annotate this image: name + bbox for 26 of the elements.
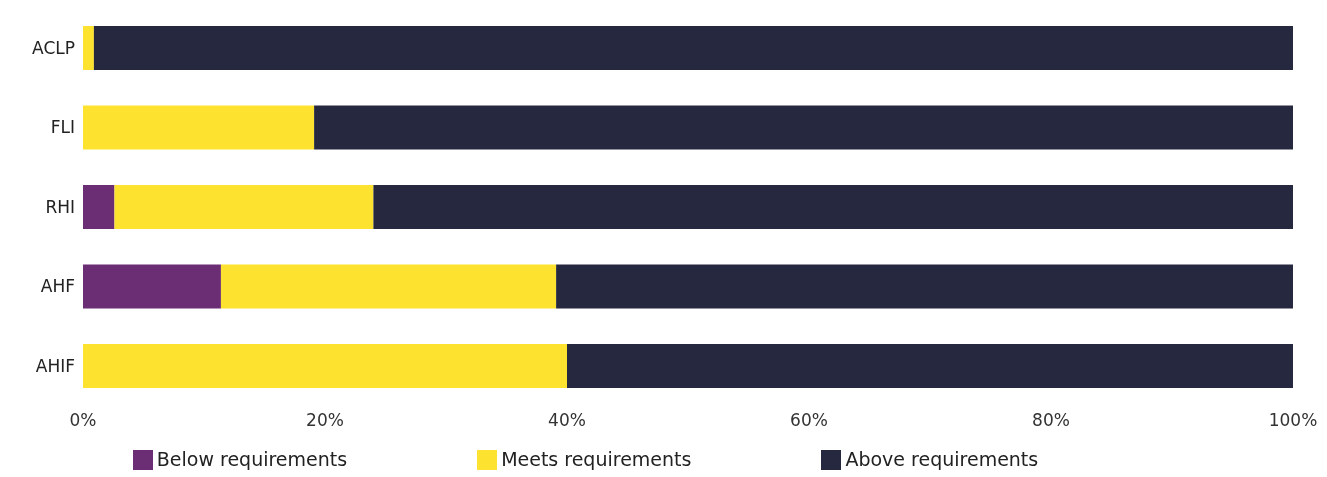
y-tick-label: RHI — [45, 196, 75, 217]
bar — [220, 264, 557, 309]
bar — [567, 344, 1293, 388]
bar — [556, 264, 1293, 309]
legend-label: Below requirements — [156, 447, 348, 470]
x-tick-label: 80% — [1032, 409, 1070, 430]
bar — [314, 105, 1293, 150]
bar — [83, 185, 115, 229]
y-tick-label: AHF — [40, 276, 75, 297]
bar — [93, 26, 1293, 70]
bar — [83, 105, 315, 150]
legend-label: Above requirements — [845, 447, 1039, 470]
bar — [83, 26, 94, 70]
x-tick-label: 40% — [548, 409, 586, 430]
x-tick-label: 20% — [306, 409, 344, 430]
x-tick-label: 0% — [69, 409, 97, 430]
bar — [83, 264, 221, 309]
bar — [114, 185, 374, 229]
y-tick-label: AHIF — [35, 355, 75, 376]
bar — [373, 185, 1293, 229]
legend-label: Meets requirements — [501, 447, 692, 470]
y-tick-label: FLI — [50, 117, 75, 138]
y-tick-label: ACLP — [32, 37, 75, 58]
x-tick-label: 100% — [1268, 409, 1318, 430]
bar — [83, 344, 567, 388]
x-tick-label: 60% — [790, 409, 828, 430]
